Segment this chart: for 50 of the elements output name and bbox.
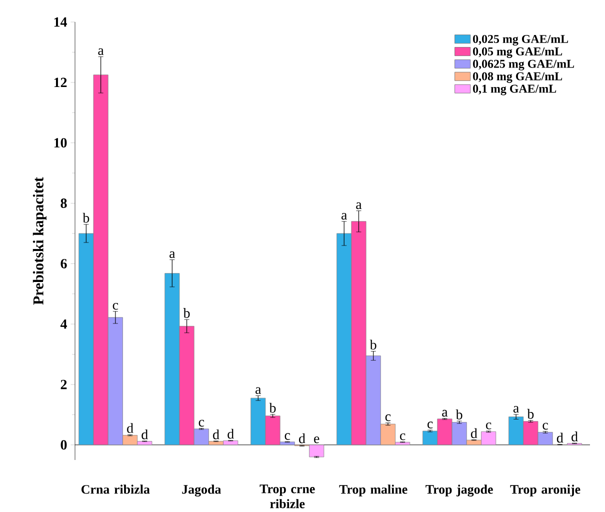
data-label: d <box>556 433 564 443</box>
data-label: b <box>370 340 376 350</box>
data-label: d <box>470 428 478 438</box>
y-tick-label: 6 <box>60 259 67 269</box>
data-label: d <box>572 432 578 442</box>
data-label: d <box>213 430 220 440</box>
data-label: b <box>527 409 534 419</box>
data-label: b <box>456 410 462 420</box>
data-label: a <box>256 388 262 394</box>
data-label: a <box>170 252 176 258</box>
legend-label: 0,025 mg GAE/mL <box>473 35 568 46</box>
data-label: c <box>428 422 433 429</box>
legend-label: 0,1 mg GAE/mL <box>473 84 556 96</box>
x-tick-label: Crna ribizla <box>82 484 150 494</box>
x-tick-label: Jagoda <box>182 484 221 497</box>
y-tick-label: 14 <box>54 18 67 27</box>
x-tick-label: Trop crne ribizle <box>260 484 315 508</box>
data-label: c <box>542 423 548 430</box>
data-label: a <box>513 406 519 413</box>
data-label: b <box>82 213 90 223</box>
y-tick-label: 0 <box>60 440 67 450</box>
data-label: c <box>385 414 391 422</box>
y-tick-label: 10 <box>54 138 67 148</box>
x-tick-label: Trop aronije <box>510 484 580 497</box>
data-label: a <box>442 410 448 417</box>
data-label: d <box>298 434 306 444</box>
data-label: a <box>98 48 104 56</box>
legend-label: 0,0625 mg GAE/mL <box>473 60 574 71</box>
x-tick-label: Trop jagode <box>426 484 493 497</box>
y-tick-label: 12 <box>54 78 67 88</box>
data-label: b <box>269 403 276 413</box>
data-label: c <box>198 420 204 427</box>
data-label: a <box>356 202 362 210</box>
data-label: e <box>314 436 320 444</box>
data-label: c <box>284 433 290 440</box>
data-label: c <box>400 434 406 440</box>
data-label: d <box>228 429 234 439</box>
y-tick-label: 2 <box>60 380 67 390</box>
data-label: c <box>112 303 118 310</box>
y-tick-label: 4 <box>60 320 67 329</box>
x-tick-label: Trop maline <box>339 484 408 497</box>
legend-label: 0,05 mg GAE/mL <box>473 48 562 58</box>
y-axis-title: Prebiotski kapacitet <box>32 177 46 305</box>
data-label: b <box>183 308 190 318</box>
data-label: d <box>127 423 134 434</box>
data-label: c <box>486 422 492 430</box>
data-label: d <box>142 430 148 440</box>
data-label: a <box>342 213 348 220</box>
y-tick-label: 8 <box>60 198 67 208</box>
legend-label: 0,08 mg GAE/mL <box>473 72 562 84</box>
